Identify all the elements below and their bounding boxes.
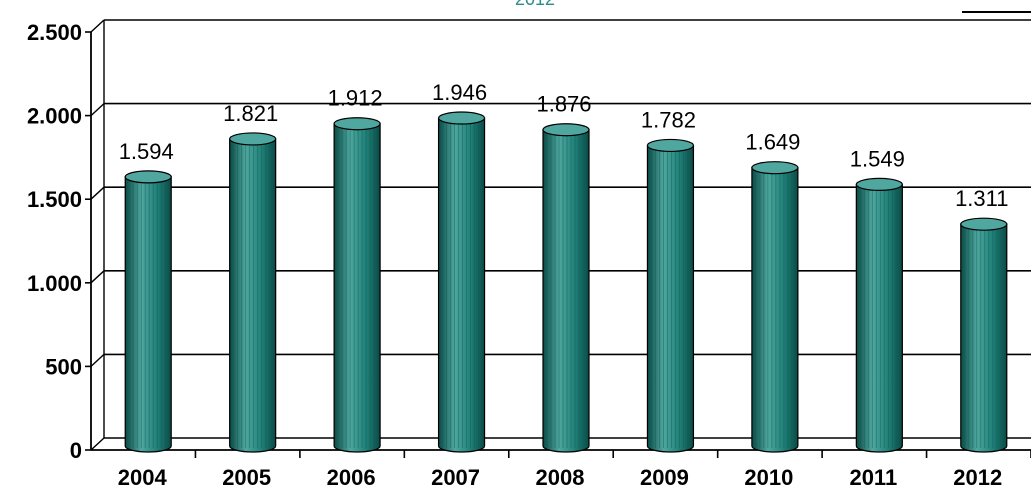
data-label-2012: 1.311 bbox=[955, 186, 1008, 211]
bar-top-2006 bbox=[333, 117, 381, 131]
bar-2011 bbox=[855, 183, 903, 453]
data-label-2009: 1.782 bbox=[641, 107, 696, 132]
x-tick-label: 2010 bbox=[744, 465, 793, 489]
data-label-2006: 1.912 bbox=[328, 86, 383, 111]
x-tick-label: 2004 bbox=[118, 465, 168, 489]
bar-top-2009 bbox=[646, 138, 695, 153]
gridline-depth bbox=[90, 437, 105, 451]
bar-2007 bbox=[437, 117, 486, 453]
bar-top-2010 bbox=[751, 161, 799, 175]
data-label-2004: 1.594 bbox=[119, 139, 174, 164]
y-tick-label: 0 bbox=[70, 438, 82, 463]
x-tick-label: 2007 bbox=[431, 465, 480, 489]
bar-top-2007 bbox=[437, 111, 486, 125]
x-tick-label: 2009 bbox=[640, 465, 689, 489]
bar-2005 bbox=[229, 138, 277, 453]
bar-top-2011 bbox=[855, 177, 903, 192]
data-label-2008: 1.876 bbox=[536, 92, 591, 117]
bar-2004 bbox=[124, 176, 172, 453]
gridline-depth bbox=[90, 186, 105, 200]
y-tick-label: 1.500 bbox=[27, 187, 82, 212]
y-tick-label: 1.000 bbox=[27, 271, 82, 296]
gridline-depth bbox=[90, 270, 105, 284]
y-tick-label: 500 bbox=[45, 354, 82, 379]
data-label-2010: 1.649 bbox=[745, 130, 800, 155]
x-axis-ticks: 2004 2005 2006 2007 2008 2009 2010 2011 2012 bbox=[118, 450, 1031, 489]
data-label-2011: 1.549 bbox=[850, 146, 905, 171]
bar-2012 bbox=[960, 223, 1008, 453]
data-labels: 1.594 1.821 1.912 1.946 1.876 1.782 1.649 1.549… bbox=[119, 80, 1009, 211]
bar-2010 bbox=[751, 167, 799, 453]
x-tick-label: 2006 bbox=[327, 465, 376, 489]
gridline-depth bbox=[90, 353, 105, 367]
bar-top-2008 bbox=[542, 123, 590, 137]
bar-2009 bbox=[646, 144, 695, 453]
y-axis-ticks: 0 500 1.000 1.500 2.000 2.500 bbox=[27, 20, 91, 463]
bar-2006 bbox=[333, 123, 381, 453]
bars bbox=[124, 111, 1008, 453]
bar-2008 bbox=[542, 129, 590, 453]
gridline-depth bbox=[90, 103, 105, 117]
gridline-depth bbox=[90, 19, 105, 33]
bar-top-2004 bbox=[124, 170, 172, 184]
x-tick-label: 2005 bbox=[222, 465, 271, 489]
y-tick-label: 2.500 bbox=[27, 20, 82, 45]
y-tick-label: 2.000 bbox=[27, 104, 82, 129]
data-label-2007: 1.946 bbox=[432, 80, 487, 105]
x-tick-label: 2008 bbox=[536, 465, 585, 489]
chart-title: 2012 bbox=[515, 0, 555, 9]
x-tick-label: 2011 bbox=[849, 465, 897, 489]
bar-top-2012 bbox=[960, 217, 1008, 231]
bar-top-2005 bbox=[229, 132, 277, 146]
data-label-2005: 1.821 bbox=[223, 101, 278, 126]
x-tick-label: 2012 bbox=[953, 465, 1002, 489]
